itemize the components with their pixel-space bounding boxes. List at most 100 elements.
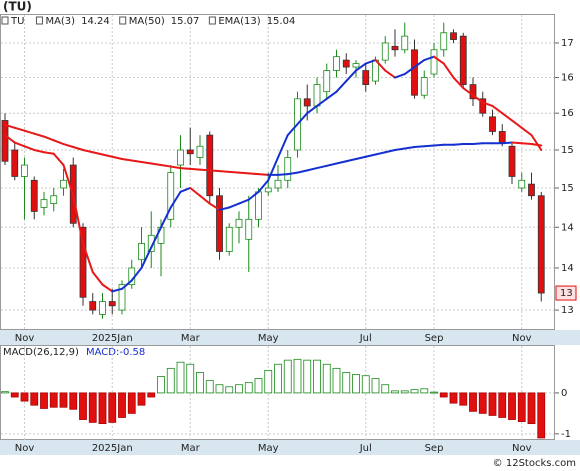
ma-line — [501, 141, 513, 145]
ma-line — [306, 104, 318, 115]
candle-body — [255, 191, 262, 220]
candle-body — [391, 45, 399, 51]
ma-line — [72, 194, 84, 245]
x-tick-label: Nov — [512, 443, 532, 454]
ma-line — [179, 186, 192, 193]
legend-label: MA(3) — [45, 16, 75, 27]
macd-bar — [303, 359, 312, 394]
ma-line — [511, 119, 523, 129]
price-panel — [0, 14, 555, 330]
macd-bar — [420, 388, 429, 394]
macd-bar — [498, 392, 507, 418]
macd-bar — [235, 384, 243, 394]
macd-bar — [176, 361, 185, 394]
candle-body — [118, 284, 126, 311]
macd-bar — [225, 386, 234, 394]
candle-body — [342, 59, 350, 68]
macd-bar — [108, 392, 117, 423]
macd-bar — [79, 392, 87, 420]
macd-bar — [98, 392, 107, 425]
ma-line — [267, 156, 279, 182]
ma-line — [325, 90, 338, 100]
macd-bar — [40, 392, 48, 409]
ma-line — [72, 146, 84, 151]
candle-body — [284, 157, 292, 181]
ma-line — [345, 69, 357, 83]
macd-bar — [215, 384, 224, 394]
legend-label: TU — [10, 16, 24, 27]
candle-body — [138, 242, 145, 261]
macd-bar — [59, 392, 68, 408]
candle-body — [411, 49, 418, 96]
candle-body — [225, 226, 233, 252]
ma-line — [121, 279, 133, 290]
macd-bar — [1, 391, 9, 394]
ma-line — [140, 161, 153, 165]
y-tick-label: 15 — [561, 145, 574, 156]
macd-bar — [478, 392, 487, 414]
candle-body — [440, 32, 448, 51]
legend-value: 15.07 — [171, 16, 200, 27]
ma-line — [530, 134, 543, 151]
candle-body — [362, 70, 370, 85]
x-tick-label: 2025Jan — [92, 443, 133, 454]
legend-value: 14.24 — [81, 16, 110, 27]
candle-body — [177, 149, 184, 166]
ma-line — [150, 162, 162, 167]
candle-body — [459, 35, 467, 85]
ma-line — [277, 173, 289, 176]
ma-line — [33, 132, 45, 138]
macd-bar — [205, 380, 214, 394]
macd-bar — [537, 392, 546, 439]
candle-body — [21, 164, 28, 177]
x-tick-label: Sep — [425, 333, 444, 344]
macd-bar — [264, 369, 273, 394]
ma-line — [364, 153, 377, 158]
x-tick-label: Sep — [425, 443, 444, 454]
macd-bar — [157, 376, 165, 394]
candle-body — [323, 70, 331, 93]
ma-line — [13, 141, 26, 148]
candle-body — [303, 98, 311, 107]
macd-bar — [449, 392, 458, 404]
ma-line — [374, 151, 387, 156]
ma-line — [423, 55, 435, 62]
ma-line — [355, 155, 367, 160]
ma-line — [23, 145, 36, 151]
ma-line — [520, 126, 533, 137]
ma-line — [316, 97, 328, 107]
ma-line — [52, 139, 65, 146]
ma-line — [169, 165, 182, 170]
macd-bar — [391, 390, 399, 394]
ma-line — [111, 155, 123, 160]
y-tick-label: -1 — [561, 429, 571, 440]
legend-value: 15.04 — [267, 16, 296, 27]
ma-line — [218, 206, 231, 211]
x-tick-label: Nov — [512, 333, 532, 344]
ma-line — [4, 123, 16, 129]
ma-line — [325, 162, 338, 167]
ma-line — [364, 59, 377, 65]
candle-body — [167, 172, 175, 220]
ma-line — [189, 186, 201, 197]
ma-line — [442, 62, 455, 79]
candle-body — [450, 32, 457, 40]
x-tick-label: May — [258, 333, 279, 344]
ma-line — [403, 66, 416, 76]
ma-line — [52, 152, 65, 167]
x-axis-strip — [0, 330, 580, 345]
ma-line — [374, 59, 387, 72]
macd-bar — [30, 392, 39, 406]
ma-line — [111, 287, 123, 293]
macd-bar — [186, 363, 195, 394]
ma-line — [472, 142, 484, 146]
ma-line — [452, 143, 465, 146]
y-tick-label: 0 — [561, 388, 567, 399]
macd-bar — [137, 392, 146, 406]
ma-line — [394, 147, 406, 151]
candle-body — [245, 218, 253, 240]
candle-body — [30, 179, 38, 212]
ma-line — [286, 171, 299, 176]
y-tick-label: 16 — [561, 73, 574, 84]
